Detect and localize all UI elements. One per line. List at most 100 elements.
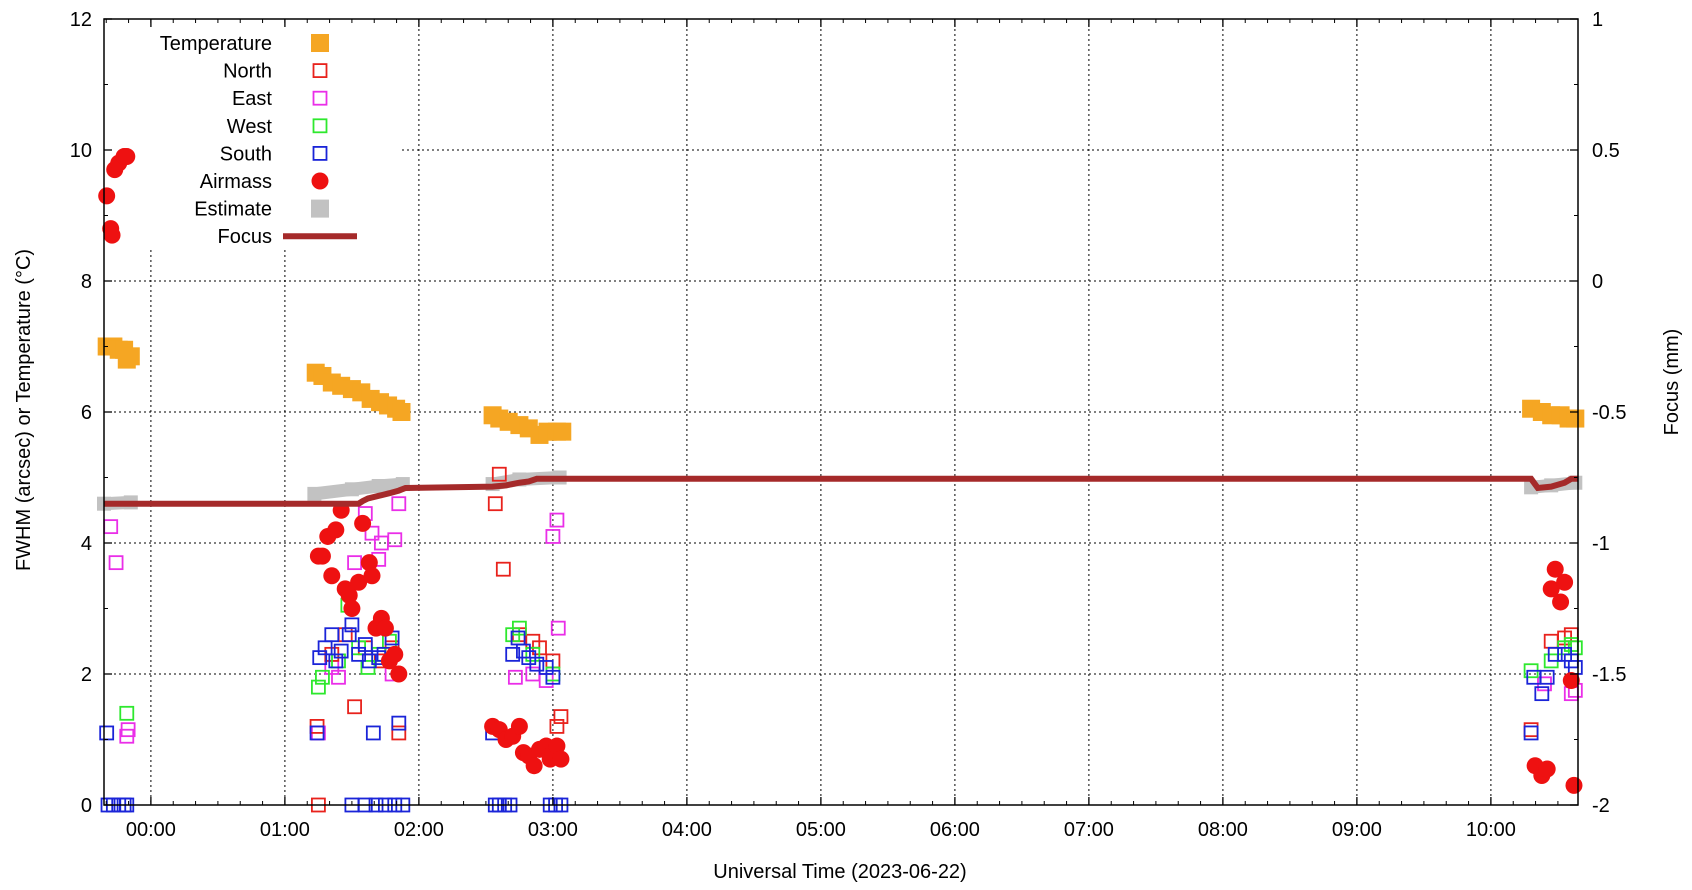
x-tick-label: 06:00: [930, 819, 980, 841]
y-axis-label: FWHM (arcsec) or Temperature (°C): [13, 249, 35, 571]
north-point: [1523, 722, 1539, 738]
x-tick-label: 02:00: [394, 819, 444, 841]
airmass-point: [313, 547, 331, 565]
south-point: [341, 627, 357, 643]
west-point: [310, 679, 326, 695]
y-tick-label: 6: [81, 402, 92, 424]
south-point: [324, 627, 340, 643]
east-point: [525, 666, 541, 682]
north-point: [495, 561, 511, 577]
airmass-point: [1556, 573, 1574, 591]
x-tick-label: 05:00: [796, 819, 846, 841]
legend-label: Temperature: [160, 33, 272, 55]
airmass-point: [390, 665, 408, 683]
legend: Temperature North East West South Airmass Esti…: [160, 33, 357, 248]
west-point: [525, 646, 541, 662]
x-tick-label: 04:00: [662, 819, 712, 841]
south-point: [328, 653, 344, 669]
estimate-point: [344, 482, 359, 497]
south-point: [312, 650, 328, 666]
airmass-point: [363, 567, 381, 585]
airmass-point: [548, 737, 566, 755]
airmass-point: [327, 521, 345, 539]
temperature-point: [553, 422, 572, 441]
north-point: [553, 709, 569, 724]
airmass-point: [98, 187, 116, 205]
airmass-point: [1538, 760, 1556, 778]
south-point: [545, 669, 561, 685]
south-point: [1534, 686, 1550, 702]
south-point: [361, 653, 377, 669]
east-point: [364, 525, 380, 541]
airmass-point: [360, 554, 378, 572]
north-point: [491, 466, 507, 482]
south-point: [99, 725, 115, 741]
airmass-point: [1565, 776, 1583, 794]
x-axis-label: Universal Time (2023-06-22): [713, 861, 966, 883]
y2-tick-label: 1: [1592, 9, 1603, 31]
legend-label: East: [232, 88, 272, 110]
airmass-point: [354, 514, 372, 532]
y2-tick-label: -1: [1592, 533, 1610, 555]
west-point: [119, 705, 135, 721]
airmass-point: [552, 750, 570, 768]
airmass-point: [376, 619, 394, 637]
x-tick-label: 10:00: [1466, 819, 1516, 841]
east-point: [1563, 686, 1579, 702]
airmass-point: [1546, 560, 1564, 578]
airmass-point: [103, 226, 121, 244]
south-point: [391, 715, 407, 731]
south-point: [344, 617, 360, 633]
north-point: [391, 725, 407, 741]
x-tick-label: 00:00: [126, 819, 176, 841]
legend-estimate-marker: [311, 199, 329, 218]
y2-tick-label: -1.5: [1592, 664, 1626, 686]
x-tick-label: 07:00: [1064, 819, 1114, 841]
legend-north-marker: [312, 63, 328, 78]
legend-label: Focus: [218, 226, 272, 248]
airmass-point: [1562, 672, 1580, 690]
y2-tick-label: 0: [1592, 271, 1603, 293]
y-tick-label: 0: [81, 795, 92, 817]
legend-east-marker: [312, 90, 328, 106]
y-tick-label: 4: [81, 533, 92, 555]
north-point: [347, 699, 362, 715]
east-point: [545, 529, 561, 544]
y-tick-label: 12: [70, 9, 92, 31]
airmass-point: [386, 645, 404, 663]
south-point: [365, 725, 381, 741]
north-point: [549, 719, 565, 734]
airmass-point: [343, 600, 361, 617]
legend-airmass-marker: [311, 172, 329, 190]
x-tick-label: 03:00: [528, 819, 578, 841]
legend-south-marker: [312, 145, 328, 161]
south-point: [1547, 646, 1563, 662]
east-point: [387, 532, 403, 548]
legend-temperature-marker: [311, 34, 329, 52]
east-point: [549, 512, 565, 528]
airmass-point: [525, 757, 543, 775]
east-point: [550, 620, 566, 636]
airmass-point: [1552, 593, 1570, 611]
legend-west-marker: [312, 118, 328, 134]
legend-label: South: [220, 143, 272, 165]
south-point: [1523, 725, 1539, 741]
y-tick-label: 10: [70, 140, 92, 162]
south-point: [309, 725, 325, 741]
y2-axis-label: Focus (mm): [1661, 329, 1683, 436]
east-point: [331, 669, 346, 685]
east-point: [103, 519, 119, 535]
y2-tick-label: -2: [1592, 795, 1610, 817]
south-point: [333, 643, 349, 659]
south-point: [357, 637, 373, 652]
legend-label: Airmass: [200, 171, 272, 193]
airmass-point: [510, 717, 528, 735]
legend-label: West: [227, 116, 273, 138]
x-tick-label: 01:00: [260, 819, 310, 841]
airmass-point: [118, 148, 136, 166]
airmass-point: [350, 573, 368, 591]
y2-tick-label: -0.5: [1592, 402, 1626, 424]
east-point: [507, 669, 523, 685]
x-tick-label: 09:00: [1332, 819, 1382, 841]
